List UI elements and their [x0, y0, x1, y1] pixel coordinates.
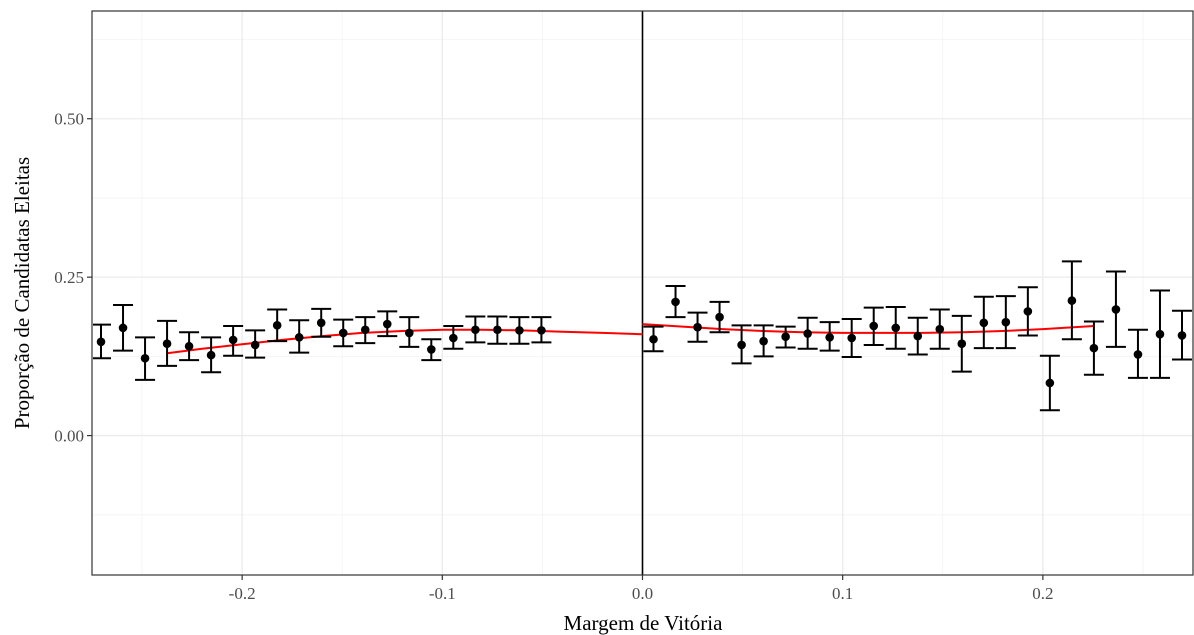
data-point	[96, 337, 106, 347]
data-point	[206, 350, 216, 360]
data-point	[671, 297, 680, 307]
data-point	[537, 326, 546, 335]
data-point	[162, 339, 172, 348]
data-point	[360, 325, 370, 335]
data-point	[338, 328, 348, 338]
data-point	[427, 345, 436, 354]
data-point	[1023, 307, 1033, 316]
data-point	[649, 334, 658, 344]
data-point	[1045, 378, 1055, 388]
x-tick-label: -0.1	[429, 584, 456, 603]
fit-line-left	[166, 328, 643, 355]
data-point	[1001, 317, 1011, 327]
data-point	[272, 321, 282, 330]
data-point	[118, 323, 128, 333]
data-point	[869, 321, 879, 331]
x-tick-label: 0.1	[832, 584, 853, 603]
data-point	[803, 329, 812, 338]
data-point	[715, 312, 724, 322]
data-point	[847, 333, 856, 343]
x-axis-title: Margem de Vitória	[564, 611, 724, 635]
data-point	[979, 318, 989, 328]
data-point	[891, 323, 901, 333]
data-point	[449, 333, 458, 343]
x-tick-label: 0.0	[632, 584, 653, 603]
data-point	[759, 336, 768, 346]
data-point	[1111, 305, 1121, 314]
data-point	[294, 333, 304, 342]
data-point	[404, 328, 414, 338]
y-tick-label: 0.50	[54, 110, 84, 129]
y-tick-label: 0.00	[54, 427, 84, 446]
y-tick-label: 0.25	[54, 268, 84, 287]
data-points	[96, 296, 1187, 388]
data-point	[184, 341, 194, 351]
data-point	[935, 324, 945, 334]
data-point	[515, 326, 524, 335]
data-point	[382, 319, 392, 329]
data-point	[693, 322, 702, 332]
data-point	[1067, 296, 1077, 305]
data-point	[781, 332, 790, 342]
data-point	[1177, 331, 1187, 340]
x-tick-label: -0.2	[229, 584, 256, 603]
fit-line-right	[642, 323, 1094, 334]
x-axis: -0.2 -0.1 0.0 0.1 0.2	[229, 575, 1053, 603]
data-point	[250, 340, 260, 350]
data-point	[228, 335, 238, 345]
data-point	[493, 325, 502, 335]
data-point	[1133, 350, 1143, 359]
data-point	[913, 331, 923, 341]
data-point	[825, 333, 834, 342]
data-point	[737, 340, 746, 350]
data-point	[957, 339, 967, 348]
data-point	[140, 353, 150, 363]
x-tick-label: 0.2	[1032, 584, 1053, 603]
data-point	[471, 325, 480, 335]
y-axis-title: Proporção de Candidatas Eleitas	[10, 157, 34, 429]
y-axis: 0.00 0.25 0.50	[54, 110, 92, 446]
data-point	[316, 318, 326, 328]
data-point	[1089, 343, 1099, 353]
data-point	[1155, 329, 1165, 339]
